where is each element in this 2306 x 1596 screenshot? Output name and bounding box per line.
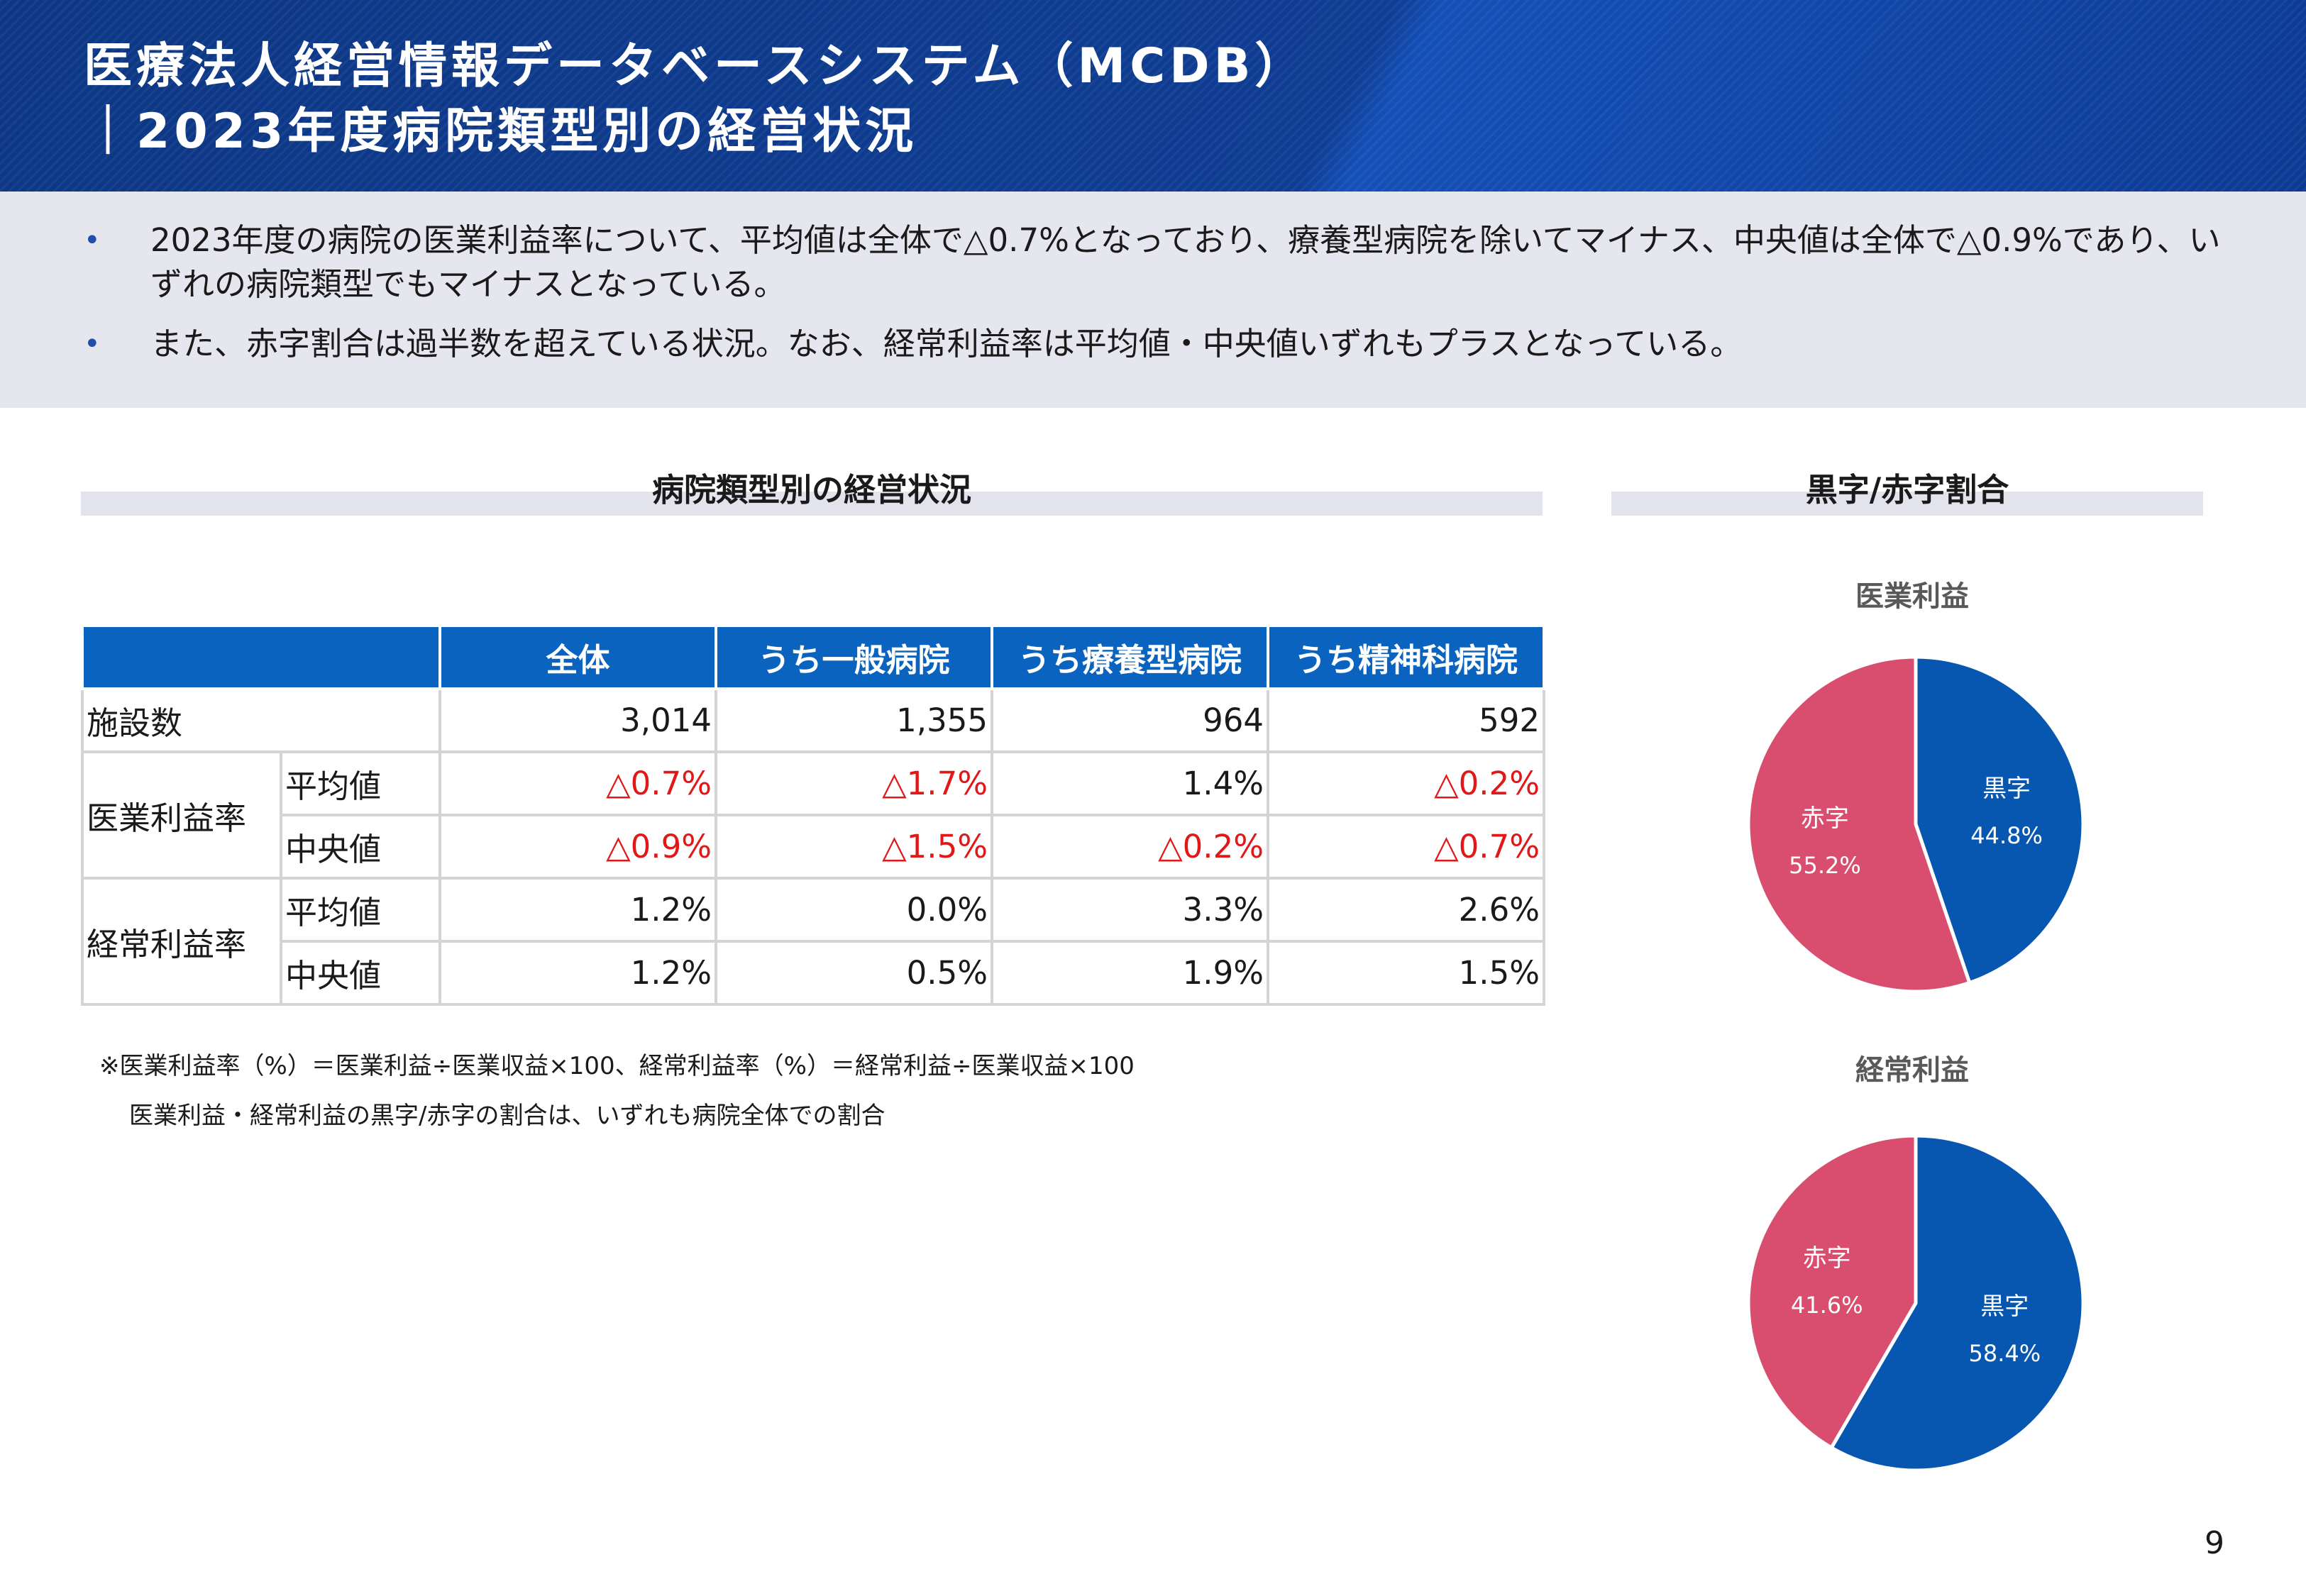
pie-slice-value: 55.2% [1789, 852, 1861, 879]
header-banner: 医療法人経営情報データベースシステム（MCDB） ｜2023年度病院類型別の経営… [0, 0, 2306, 192]
summary-bullet: • また、赤字割合は過半数を超えている状況。なお、経常利益率は平均値・中央値いずれ… [78, 322, 2228, 366]
row-sub-label: 平均値 [280, 877, 441, 943]
table-cell: 2.6% [1267, 877, 1545, 943]
table-cell: △1.5% [715, 814, 993, 880]
page-title-line1: 医療法人経営情報データベースシステム（MCDB） [84, 38, 1308, 94]
table-cell: 592 [1267, 687, 1545, 753]
pie-chart-medical-profit: 黒字 44.8% 赤字 55.2% [1746, 655, 2085, 994]
table-row-facilities: 施設数 3,014 1,355 964 592 [81, 687, 1545, 753]
table-section-title: 病院類型別の経営状況 [651, 471, 971, 509]
page-number: 9 [2205, 1525, 2224, 1561]
table-cell: 1.4% [991, 750, 1269, 816]
table-header-cell: うち精神科病院 [1267, 624, 1545, 690]
summary-bullet: • 2023年度の病院の医業利益率について、平均値は全体で△0.7%となっており、… [78, 218, 2228, 306]
pie-slice-label: 赤字 [1801, 804, 1849, 833]
table-row-medical-avg: 医業利益率 平均値 △0.7% △1.7% 1.4% △0.2% [81, 750, 1545, 880]
table-header-row: 全体 うち一般病院 うち療養型病院 うち精神科病院 [81, 624, 1545, 690]
pie-slice-deficit [1746, 655, 1972, 994]
pie-slice-profit [1828, 1134, 2085, 1473]
row-sub-label: 平均値 [280, 750, 441, 816]
row-group-label: 医業利益率 [81, 750, 282, 880]
table-cell: △0.7% [1267, 814, 1545, 880]
page-title: 医療法人経営情報データベースシステム（MCDB） ｜2023年度病院類型別の経営… [84, 34, 1307, 165]
table-cell: △0.9% [438, 814, 717, 880]
table-cell: 1.9% [991, 940, 1269, 1006]
pie-slice-value: 58.4% [1968, 1340, 2041, 1367]
table-cell: △0.2% [991, 814, 1269, 880]
pie-slice-value: 41.6% [1791, 1292, 1863, 1319]
summary-text: また、赤字割合は過半数を超えている状況。なお、経常利益率は平均値・中央値いずれも… [150, 325, 1743, 362]
footnote-formula: ※医業利益率（%）＝医業利益÷医業収益×100、経常利益率（%）＝経常利益÷医業… [99, 1052, 1135, 1080]
pie-slice-label: 黒字 [1982, 775, 2031, 803]
row-sub-label: 中央値 [280, 940, 441, 1006]
pie-section-title-bar: 黒字/赤字割合 [1611, 471, 2203, 516]
row-group-label: 経常利益率 [81, 877, 282, 1006]
table-cell: 3,014 [438, 687, 717, 753]
pie-title-medical: 医業利益 [1855, 580, 1969, 613]
page-title-line2: ｜2023年度病院類型別の経営状況 [84, 104, 918, 160]
summary-text: 2023年度の病院の医業利益率について、平均値は全体で△0.7%となっており、療… [150, 221, 2221, 303]
pie-chart-ordinary-profit: 黒字 58.4% 赤字 41.6% [1746, 1134, 2085, 1473]
table-header-cell: 全体 [438, 624, 717, 690]
table-cell: 0.5% [715, 940, 993, 1006]
table-cell: 1,355 [715, 687, 993, 753]
table-row-ordinary-avg: 経常利益率 平均値 1.2% 0.0% 3.3% 2.6% [81, 877, 1545, 1006]
table-header-cell: うち療養型病院 [991, 624, 1269, 690]
pie-slice-profit [1914, 655, 2085, 985]
row-label: 施設数 [81, 687, 441, 753]
row-sub-label: 中央値 [280, 814, 441, 880]
table-cell: △0.7% [438, 750, 717, 816]
table-cell: 1.2% [438, 877, 717, 943]
table-cell: 0.0% [715, 877, 993, 943]
pie-slice-label: 赤字 [1803, 1244, 1851, 1273]
table-cell: △1.7% [715, 750, 993, 816]
table-cell: 1.5% [1267, 940, 1545, 1006]
pie-slice-value: 44.8% [1970, 822, 2043, 849]
table-header-blank [81, 624, 441, 690]
pie-section-title: 黒字/赤字割合 [1805, 471, 2009, 509]
table-cell: 3.3% [991, 877, 1269, 943]
management-table: 全体 うち一般病院 うち療養型病院 うち精神科病院 施設数 3,014 1,35… [81, 624, 1545, 1006]
table-row-ordinary-median: 中央値 1.2% 0.5% 1.9% 1.5% [82, 940, 1545, 1006]
table-cell: 1.2% [438, 940, 717, 1006]
table-cell: 964 [991, 687, 1269, 753]
summary-list: • 2023年度の病院の医業利益率について、平均値は全体で△0.7%となっており、… [78, 218, 2228, 382]
table-cell: △0.2% [1267, 750, 1545, 816]
bullet-icon: • [84, 328, 101, 360]
table-header-cell: うち一般病院 [715, 624, 993, 690]
table-row-medical-median: 中央値 △0.9% △1.5% △0.2% △0.7% [82, 814, 1545, 880]
pie-slice-label: 黒字 [1980, 1292, 2029, 1321]
summary-box: • 2023年度の病院の医業利益率について、平均値は全体で△0.7%となっており、… [0, 192, 2306, 408]
header-hatch-pattern [0, 0, 2306, 192]
bullet-icon: • [84, 224, 101, 257]
table-section-title-bar: 病院類型別の経営状況 [81, 471, 1543, 516]
pie-slice-deficit [1746, 1134, 1918, 1451]
pie-title-ordinary: 経常利益 [1855, 1054, 1969, 1087]
footnote-ratio: 医業利益・経常利益の黒字/赤字の割合は、いずれも病院全体での割合 [129, 1102, 886, 1130]
